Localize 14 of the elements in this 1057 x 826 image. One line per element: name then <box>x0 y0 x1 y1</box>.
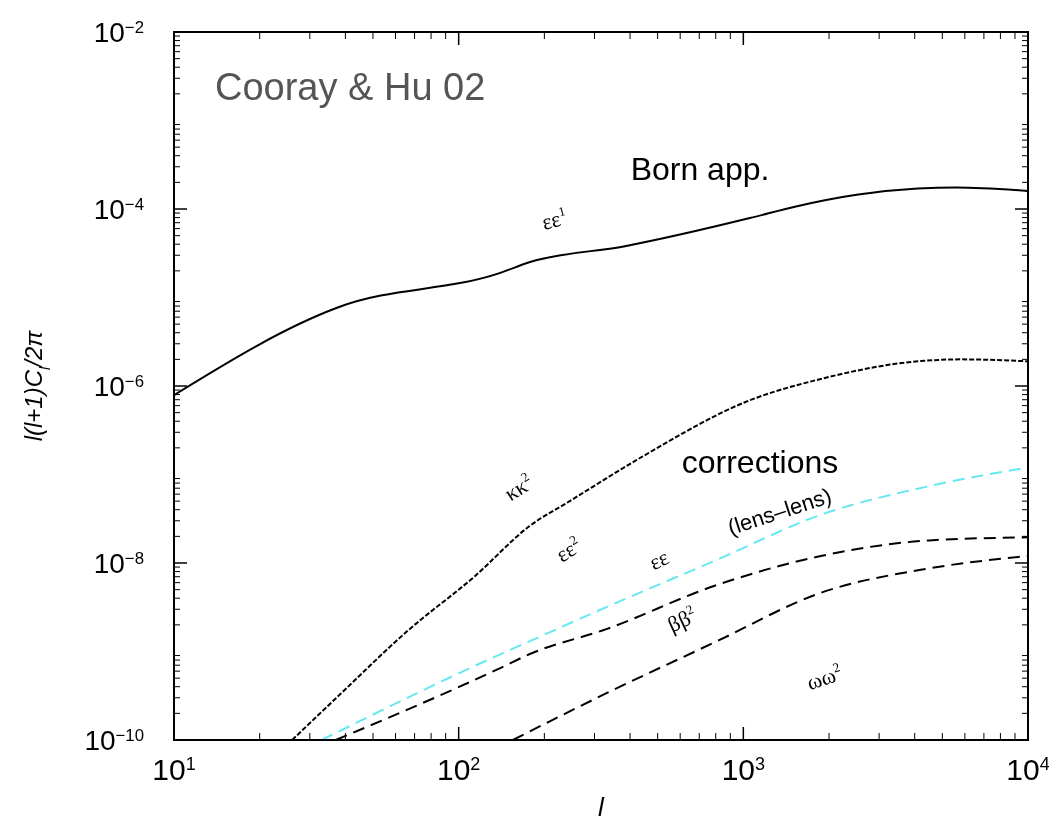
y-tick-label: 10$^{−8}$ <box>93 548 144 579</box>
annotation: Born app. <box>630 151 770 188</box>
y-tick-label: 10$^{−6}$ <box>93 371 144 402</box>
y-tick-label: 10$^{−2}$ <box>93 17 144 48</box>
x-tick-label: 10$^{3}$ <box>721 753 766 786</box>
y-tick-label: 10$^{−10}$ <box>84 725 144 756</box>
x-tick-label: 10$^{2}$ <box>436 753 481 786</box>
x-tick-label: 10$^{4}$ <box>1006 753 1050 786</box>
annotation: Cooray & Hu 02 <box>215 66 486 109</box>
y-tick-label: 10$^{−4}$ <box>93 194 144 225</box>
annotation: corrections <box>681 444 839 481</box>
annotation: εε <box>645 544 673 576</box>
x-tick-label: 10$^{1}$ <box>152 753 196 786</box>
x-axis-title: l <box>598 792 606 822</box>
